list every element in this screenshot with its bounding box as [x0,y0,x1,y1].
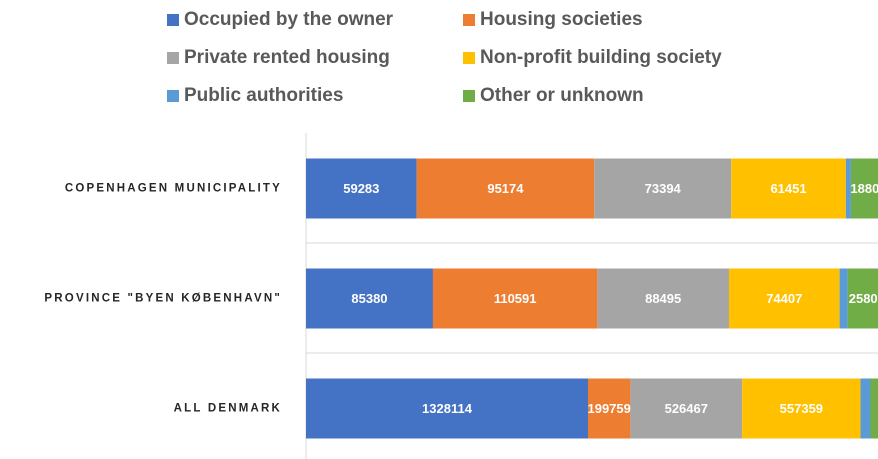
data-label: 59283 [343,181,379,196]
data-label: 199759 [587,401,630,416]
plot: Occupied by the owner Housing societies Pr… [44,9,878,459]
legend-swatch [167,90,179,102]
legend-swatch [167,14,179,26]
category-label: COPENHAGEN MUNICIPALITY [65,183,282,195]
legend-swatch [463,52,475,64]
bar-segment [587,378,631,439]
bar-segment [306,158,417,219]
legend-label: Non-profit building society [480,47,722,68]
legend-label: Housing societies [480,9,643,30]
data-label: 110591 [494,291,537,306]
data-label: 18800 [850,181,878,196]
legend-swatch [463,14,475,26]
bar-segment [731,158,846,219]
data-label: 526467 [665,401,708,416]
bar-segment [630,378,743,439]
bar-segment [306,378,588,439]
legend-swatch [167,52,179,64]
bar-segment [839,268,848,329]
data-label: 73394 [645,181,682,196]
category-label: PROVINCE "BYEN KØBENHAVN" [44,293,282,305]
bar-segment [594,158,732,219]
legend-label: Occupied by the owner [184,9,394,30]
data-label: 85380 [351,291,387,306]
legend-label: Public authorities [184,85,343,106]
data-label: 61451 [770,181,806,196]
bar-segment [860,378,871,439]
bar-segment [432,268,598,329]
data-label: 88495 [645,291,681,306]
bar-segment [870,378,878,439]
bar-segment [742,378,861,439]
bar-segment [845,158,851,219]
bar-segment [416,158,595,219]
bar-segment [728,268,840,329]
legend-label: Private rented housing [184,47,390,68]
legend-swatch [463,90,475,102]
bar-segment [306,268,433,329]
data-label: 25800 [849,291,878,306]
data-label: 1328114 [422,401,473,416]
data-label: 95174 [487,181,524,196]
bar-segment [597,268,729,329]
data-label: 557359 [780,401,823,416]
category-label: ALL DENMARK [174,403,282,415]
bar-segment [847,268,878,329]
data-label: 74407 [766,291,802,306]
legend-label: Other or unknown [480,85,644,106]
bar-segment [850,158,878,219]
